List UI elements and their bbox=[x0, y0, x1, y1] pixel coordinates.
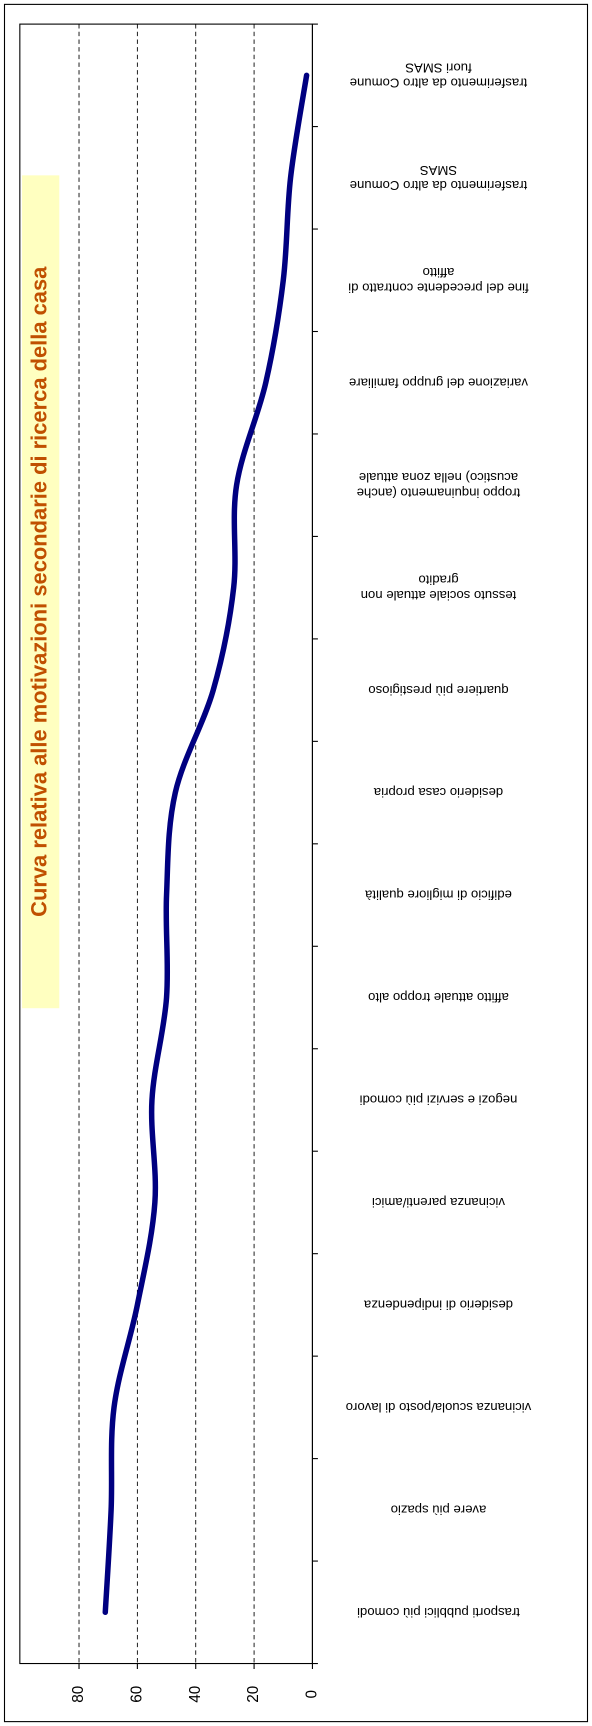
x-tick-label: negozi e servizi più comodi bbox=[360, 1093, 518, 1108]
x-tick-label: vicinanza scuola/posto di lavoro bbox=[346, 1400, 532, 1415]
y-tick-label: 60 bbox=[128, 1686, 145, 1703]
data-line bbox=[102, 72, 310, 1616]
x-tick-label: affitto attuale troppo alto bbox=[368, 990, 509, 1005]
chart-title: Curva relativa alle motivazioni secondar… bbox=[26, 266, 51, 917]
x-tick-label: quartiere più prestigioso bbox=[368, 683, 508, 698]
x-tick-label: desiderio casa propria bbox=[373, 785, 503, 800]
x-tick-label: desiderio di indipendenza bbox=[363, 1298, 513, 1313]
x-tick-label: fine del precedente contratto diaffitto bbox=[348, 265, 529, 295]
x-tick-label: variazione del gruppo familiare bbox=[349, 375, 528, 390]
y-tick-label: 40 bbox=[187, 1686, 204, 1703]
x-tick-label: trasporti pubblici più comodi bbox=[357, 1605, 520, 1620]
x-tick-label: edificio di migliore qualità bbox=[364, 888, 512, 903]
title-box bbox=[22, 175, 60, 1009]
y-tick-label: 80 bbox=[70, 1686, 87, 1703]
chart-frame bbox=[3, 3, 589, 1723]
x-tick-label: tessuto sociale attuale nongradito bbox=[361, 573, 517, 603]
x-tick-label: avere più spazio bbox=[391, 1502, 487, 1517]
x-tick-label: trasferimento da altro ComuneSMAS bbox=[350, 163, 527, 193]
y-tick-label: 20 bbox=[245, 1686, 262, 1703]
x-tick-label: vicinanza parenti/amici bbox=[372, 1195, 505, 1210]
y-tick-label: 0 bbox=[303, 1690, 320, 1699]
x-tick-label: troppo inquinamento (ancheacustico) nell… bbox=[357, 470, 521, 500]
x-tick-label: trasferimento da altro Comunefuori SMAS bbox=[350, 60, 527, 90]
